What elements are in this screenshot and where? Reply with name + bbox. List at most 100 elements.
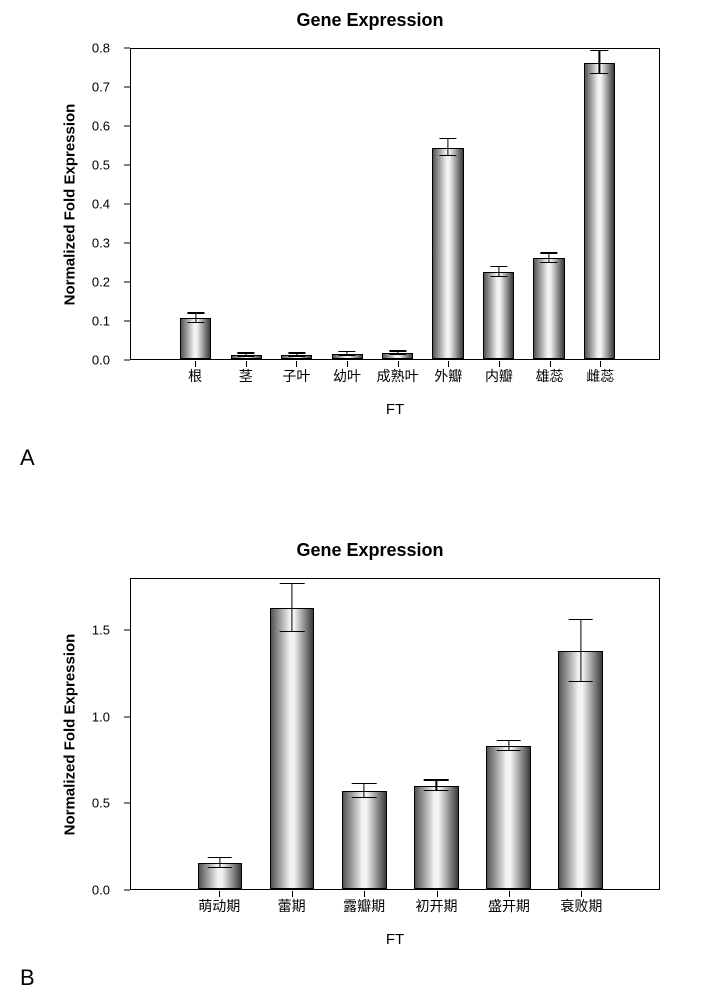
y-tick-mark — [124, 890, 130, 891]
y-tick-mark — [124, 165, 130, 166]
chart-inner: 0.00.10.20.30.40.50.60.70.8 Normalized F… — [60, 38, 680, 430]
x-axis-label: FT — [130, 931, 660, 948]
error-cap — [187, 312, 204, 313]
x-tick-label: 成熟叶 — [377, 366, 419, 386]
bar — [486, 746, 531, 889]
plot-area — [130, 578, 660, 890]
error-cap — [339, 354, 356, 355]
x-tick-mark — [347, 361, 348, 367]
x-tick-label: 盛开期 — [488, 896, 530, 916]
error-cap — [389, 350, 406, 351]
y-tick-mark — [124, 321, 130, 322]
bar — [432, 148, 463, 359]
error-cap — [490, 276, 507, 277]
error-bar — [291, 584, 292, 632]
bar — [180, 318, 211, 359]
y-axis-label: Normalized Fold Expression — [60, 578, 80, 890]
x-tick-mark — [499, 361, 500, 367]
x-tick-mark — [600, 361, 601, 367]
x-tick-mark — [246, 361, 247, 367]
x-tick-mark — [581, 891, 582, 897]
error-bar — [580, 620, 581, 682]
bars-group — [131, 49, 659, 359]
y-tick-mark — [124, 243, 130, 244]
error-bar — [447, 139, 448, 156]
error-cap — [424, 779, 449, 780]
x-tick-label: 初开期 — [416, 896, 458, 916]
x-tick-mark — [398, 361, 399, 367]
panel-b-chart: Gene Expression 0.00.51.01.5 Normalized … — [60, 540, 680, 960]
error-cap — [389, 354, 406, 355]
bar — [584, 63, 615, 359]
x-tick-label: 萌动期 — [198, 896, 240, 916]
x-tick-mark — [437, 891, 438, 897]
error-cap — [568, 619, 593, 620]
error-cap — [238, 352, 255, 353]
x-tick-label: 雌蕊 — [586, 366, 614, 386]
x-tick-label: 内瓣 — [485, 366, 513, 386]
y-axis-label-text: Normalized Fold Expression — [62, 633, 79, 835]
y-tick-mark — [124, 48, 130, 49]
x-tick-mark — [292, 891, 293, 897]
error-cap — [280, 583, 305, 584]
x-tick-label: 露瓣期 — [343, 896, 385, 916]
chart-title: Gene Expression — [60, 10, 680, 31]
x-tick-mark — [550, 361, 551, 367]
x-labels: 萌动期 蕾期 露瓣期 初开期 盛开期 衰败期 — [130, 896, 660, 920]
x-tick-mark — [195, 361, 196, 367]
error-cap — [288, 356, 305, 357]
x-tick-label: 茎 — [239, 366, 253, 386]
x-tick-label: 幼叶 — [333, 366, 361, 386]
page: Gene Expression 0.00.10.20.30.40.50.60.7… — [0, 0, 722, 1000]
error-bar — [599, 51, 600, 74]
panel-letter-b: B — [20, 965, 35, 991]
bar — [558, 651, 603, 889]
x-tick-mark — [448, 361, 449, 367]
x-labels: 根茎子叶幼叶成熟叶外瓣内瓣雄蕊雌蕊 — [130, 366, 660, 390]
panel-letter-a: A — [20, 445, 35, 471]
error-cap — [280, 631, 305, 632]
error-cap — [208, 857, 233, 858]
x-tick-mark — [364, 891, 365, 897]
y-axis-label-text: Normalized Fold Expression — [62, 103, 79, 305]
y-axis-label: Normalized Fold Expression — [60, 48, 80, 360]
error-cap — [352, 783, 377, 784]
plot-area — [130, 48, 660, 360]
error-cap — [439, 138, 456, 139]
bar — [483, 272, 514, 359]
bars-group — [131, 579, 659, 889]
error-cap — [490, 266, 507, 267]
x-axis-label: FT — [130, 401, 660, 418]
bar — [342, 791, 387, 889]
error-cap — [568, 681, 593, 682]
error-cap — [540, 252, 557, 253]
error-cap — [439, 155, 456, 156]
error-cap — [187, 322, 204, 323]
y-tick-mark — [124, 87, 130, 88]
x-tick-label: 衰败期 — [560, 896, 602, 916]
y-tick-mark — [124, 716, 130, 717]
error-cap — [591, 73, 608, 74]
chart-inner: 0.00.51.01.5 Normalized Fold Expression … — [60, 568, 680, 960]
y-tick-mark — [124, 803, 130, 804]
bar — [533, 258, 564, 359]
error-cap — [424, 790, 449, 791]
error-cap — [339, 351, 356, 352]
error-cap — [496, 750, 521, 751]
error-cap — [208, 867, 233, 868]
error-cap — [288, 352, 305, 353]
y-tick-mark — [124, 126, 130, 127]
bar — [270, 608, 315, 889]
x-tick-label: 蕾期 — [278, 896, 306, 916]
y-tick-mark — [124, 204, 130, 205]
error-cap — [496, 740, 521, 741]
error-cap — [591, 50, 608, 51]
error-cap — [540, 262, 557, 263]
y-tick-mark — [124, 360, 130, 361]
x-tick-label: 雄蕊 — [536, 366, 564, 386]
y-tick-mark — [124, 282, 130, 283]
x-tick-mark — [509, 891, 510, 897]
chart-title: Gene Expression — [60, 540, 680, 561]
x-tick-mark — [219, 891, 220, 897]
x-tick-mark — [296, 361, 297, 367]
